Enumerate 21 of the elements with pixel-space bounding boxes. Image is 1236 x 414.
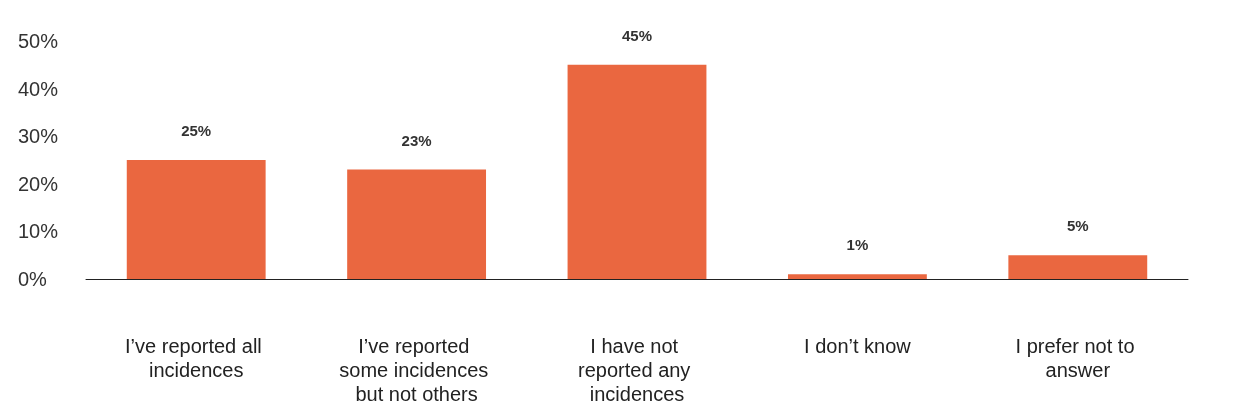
x-tick-label: I’ve reported some incidences but not others (339, 335, 494, 405)
x-tick-label: I don’t know (804, 335, 912, 357)
data-label: 1% (846, 236, 869, 254)
y-tick-label: 10% (18, 220, 59, 243)
bar (567, 64, 707, 279)
y-tick-label: 40% (18, 77, 59, 100)
x-tick-label: I prefer not to answer (1015, 335, 1141, 381)
data-label: 5% (1066, 217, 1089, 235)
y-tick-label: 30% (18, 125, 59, 148)
data-label: 45% (621, 26, 653, 44)
y-tick-label: 0% (18, 268, 48, 290)
bar (787, 274, 927, 279)
bar (1008, 255, 1148, 279)
y-tick-label: 50% (18, 30, 59, 52)
data-label: 25% (181, 122, 212, 139)
x-tick-label: I’ve reported all incidences (125, 335, 268, 381)
data-label: 23% (401, 131, 432, 149)
x-tick-label: I have not reported any incidences (578, 335, 696, 405)
bar (126, 160, 266, 279)
bar (347, 169, 487, 279)
y-tick-label: 20% (18, 172, 59, 195)
